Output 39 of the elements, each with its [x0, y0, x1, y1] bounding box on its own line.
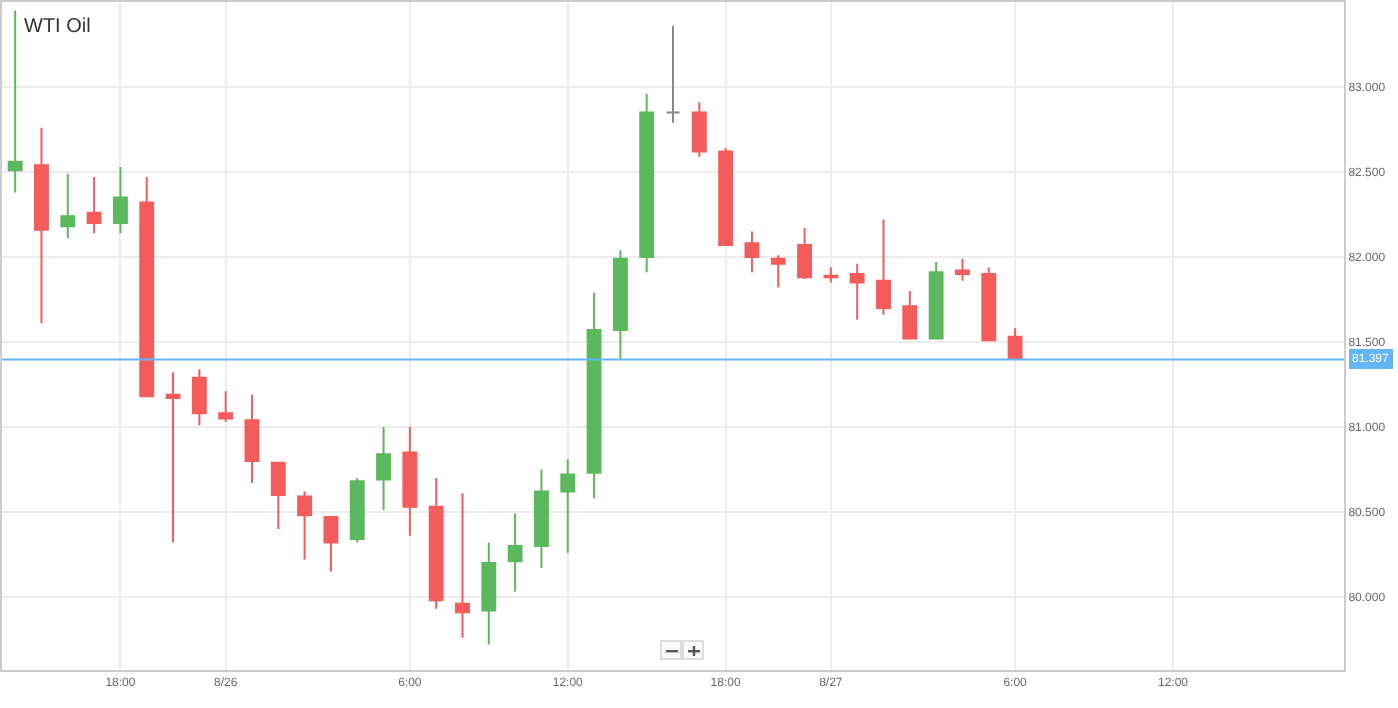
candlestick	[376, 425, 391, 512]
candlestick	[244, 393, 260, 485]
candlestick	[507, 512, 523, 593]
candlestick	[639, 92, 655, 274]
candlestick	[691, 101, 707, 158]
candlestick	[981, 266, 997, 342]
candlestick	[849, 262, 865, 321]
candlestick	[876, 218, 891, 316]
candlestick	[455, 492, 470, 639]
candlestick	[349, 476, 365, 544]
candlestick	[955, 257, 970, 282]
candlestick	[7, 9, 23, 194]
candlestick	[1007, 327, 1023, 360]
candlestick	[797, 227, 813, 281]
candlestick	[770, 254, 786, 289]
candlestick	[428, 476, 444, 610]
candlestick	[560, 458, 576, 554]
candlestick	[191, 368, 207, 427]
candlestick	[60, 172, 76, 240]
candlestick	[323, 516, 339, 573]
candlestick	[718, 147, 734, 247]
candlestick	[612, 249, 628, 360]
candlestick	[112, 165, 128, 235]
candlestick	[86, 176, 102, 235]
candlestick	[481, 541, 497, 646]
candlestick	[270, 461, 286, 530]
candlestick	[928, 261, 944, 340]
candlestick	[402, 425, 418, 537]
candlestick	[902, 289, 918, 340]
candlestick	[297, 490, 313, 561]
candlestick	[218, 390, 234, 423]
candlestick	[586, 291, 602, 500]
candlestick	[34, 126, 49, 325]
candlestick	[139, 176, 155, 398]
candlestick	[744, 230, 760, 274]
text: WTI Oil	[24, 16, 91, 38]
candlestick	[533, 468, 549, 570]
candlestick	[165, 371, 181, 544]
candlestick	[665, 24, 681, 124]
